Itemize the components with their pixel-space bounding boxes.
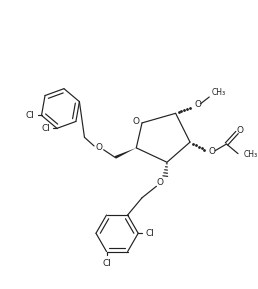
Text: O: O (133, 117, 140, 127)
Text: Cl: Cl (102, 259, 111, 268)
Polygon shape (115, 148, 136, 159)
Text: O: O (194, 100, 201, 109)
Text: Cl: Cl (26, 111, 35, 120)
Text: O: O (236, 126, 243, 135)
Text: O: O (157, 178, 164, 187)
Text: CH₃: CH₃ (212, 88, 226, 97)
Text: Cl: Cl (41, 124, 50, 133)
Text: Cl: Cl (145, 229, 154, 238)
Text: CH₃: CH₃ (244, 150, 258, 159)
Text: O: O (208, 147, 216, 156)
Text: O: O (95, 143, 102, 152)
